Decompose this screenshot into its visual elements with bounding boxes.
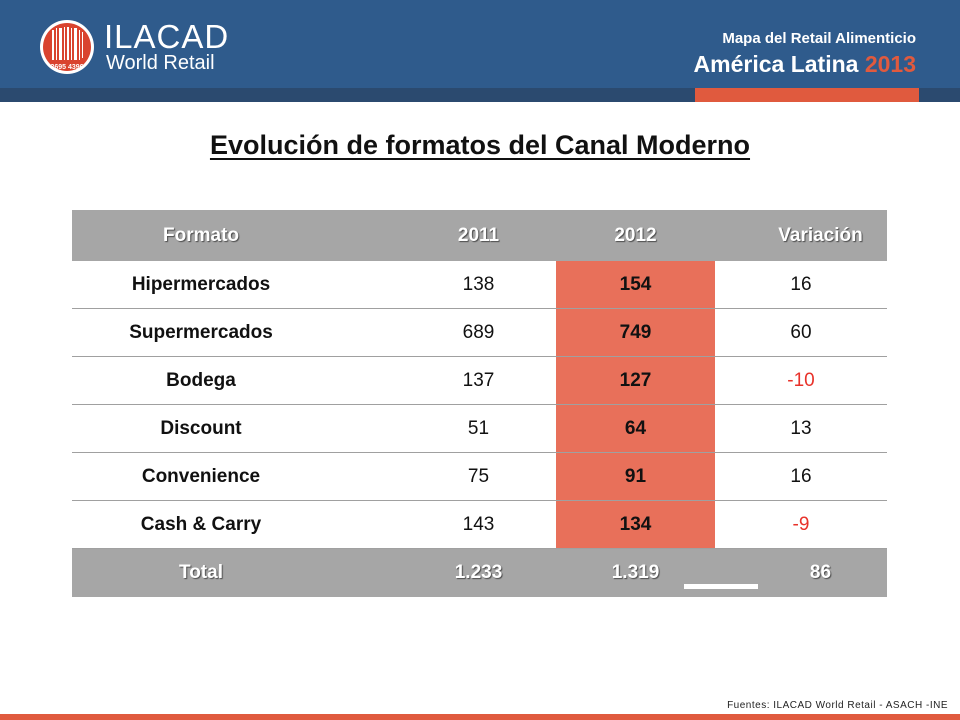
cell-2012: 127 bbox=[556, 357, 715, 404]
total-2011: 1.233 bbox=[454, 562, 503, 583]
cell-2012: 749 bbox=[556, 309, 715, 356]
table-row: Hipermercados 138 154 16 bbox=[72, 261, 887, 309]
cell-2011: 75 bbox=[467, 465, 490, 487]
table-row: Discount 51 64 13 bbox=[72, 405, 887, 453]
report-year: 2013 bbox=[864, 51, 916, 77]
cell-2012: 134 bbox=[556, 501, 715, 548]
cell-variacion: -9 bbox=[792, 513, 810, 535]
cell-variacion: 13 bbox=[790, 417, 812, 439]
total-variacion: 86 bbox=[809, 562, 832, 583]
barcode-circle-logo-icon: 3695 4396 bbox=[40, 20, 94, 74]
header-formato: Formato bbox=[163, 224, 239, 246]
cell-formato: Discount bbox=[160, 417, 242, 439]
header-variacion: Variación bbox=[778, 224, 863, 246]
cell-formato: Convenience bbox=[141, 465, 261, 487]
cell-formato: Cash & Carry bbox=[140, 513, 262, 535]
report-region: América Latina bbox=[693, 51, 865, 77]
header-accent-bar bbox=[695, 88, 919, 102]
svg-text:3695 4396: 3695 4396 bbox=[50, 64, 83, 71]
page-title: Evolución de formatos del Canal Moderno bbox=[0, 130, 960, 161]
cell-2011: 143 bbox=[462, 513, 495, 535]
cell-variacion: 16 bbox=[790, 273, 812, 295]
total-2012: 1.319 bbox=[611, 562, 660, 583]
footer-accent-bar bbox=[0, 714, 960, 720]
cell-variacion: -10 bbox=[787, 369, 815, 391]
cell-2011: 689 bbox=[462, 321, 495, 343]
total-label: Total bbox=[179, 562, 223, 583]
cell-2011: 137 bbox=[462, 369, 495, 391]
header-2012: 2012 bbox=[614, 224, 657, 246]
cell-2012: 64 bbox=[556, 405, 715, 452]
table-row: Supermercados 689 749 60 bbox=[72, 309, 887, 357]
table-row: Convenience 75 91 16 bbox=[72, 453, 887, 501]
brand-subtitle: World Retail bbox=[106, 52, 215, 74]
report-title: Mapa del Retail Alimenticio bbox=[722, 30, 916, 47]
cell-formato: Hipermercados bbox=[131, 273, 271, 295]
cell-formato: Supermercados bbox=[129, 321, 273, 343]
cell-variacion: 16 bbox=[790, 465, 812, 487]
cell-2011: 138 bbox=[462, 273, 495, 295]
total-row-gap bbox=[684, 584, 758, 589]
header-2011: 2011 bbox=[457, 224, 500, 246]
table-row: Cash & Carry 143 134 -9 bbox=[72, 501, 887, 549]
cell-2012: 154 bbox=[556, 261, 715, 308]
cell-2012: 91 bbox=[556, 453, 715, 500]
header-bar: 3695 4396 ILACAD World Retail Mapa del R… bbox=[0, 0, 960, 88]
cell-formato: Bodega bbox=[166, 369, 236, 391]
report-subtitle: América Latina 2013 bbox=[694, 51, 916, 78]
cell-variacion: 60 bbox=[790, 321, 812, 343]
table-row: Bodega 137 127 -10 bbox=[72, 357, 887, 405]
cell-2011: 51 bbox=[467, 417, 490, 439]
table-header-row: Formato 2011 2012 Variación bbox=[72, 210, 887, 261]
formats-table: Formato 2011 2012 Variación Hipermercado… bbox=[72, 210, 887, 597]
page-title-text: Evolución de formatos del Canal Moderno bbox=[209, 130, 751, 160]
source-note: Fuentes: ILACAD World Retail - ASACH -IN… bbox=[727, 700, 948, 711]
table-total-row: Total 1.233 1.319 86 bbox=[72, 549, 887, 597]
brand-name: ILACAD bbox=[104, 18, 230, 55]
